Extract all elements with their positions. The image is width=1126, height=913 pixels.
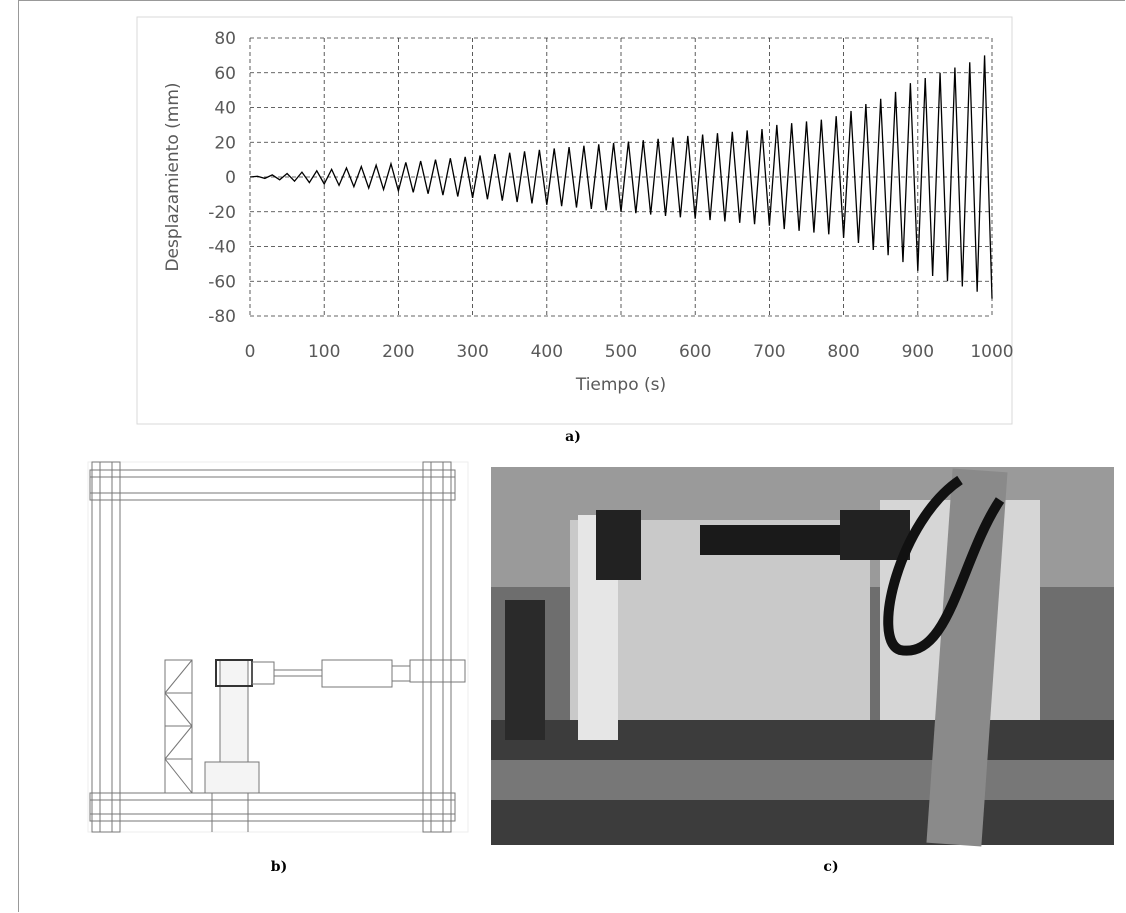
x-tick-label: 200	[382, 342, 414, 362]
x-tick-label: 600	[679, 342, 711, 362]
x-tick-label: 1000	[970, 342, 1013, 362]
y-tick-label: 60	[214, 64, 236, 84]
y-tick-label: -80	[208, 307, 236, 327]
y-tick-label: -20	[208, 203, 236, 223]
x-tick-label: 300	[456, 342, 488, 362]
y-tick-label: 40	[214, 99, 236, 119]
y-tick-label: 0	[225, 168, 236, 188]
data-line	[249, 55, 993, 299]
y-axis-label: Desplazamiento (mm)	[163, 82, 183, 271]
x-axis-label: Tiempo (s)	[575, 375, 666, 395]
y-tick-label: -40	[208, 238, 236, 258]
x-tick-label: 400	[531, 342, 563, 362]
x-tick-label: 900	[902, 342, 934, 362]
panel-label: b)	[271, 859, 287, 875]
x-tick-label: 800	[827, 342, 859, 362]
y-tick-label: -60	[208, 272, 236, 292]
y-tick-label: 20	[214, 133, 236, 153]
x-tick-label: 500	[605, 342, 637, 362]
chart-area	[136, 16, 1013, 425]
x-tick-label: 700	[753, 342, 785, 362]
figure-frame	[18, 0, 1125, 912]
x-tick-label: 0	[245, 342, 256, 362]
panel-label: c)	[823, 859, 838, 875]
test-setup-photo	[491, 467, 1114, 847]
test-setup-drawing	[87, 461, 469, 833]
panel-label: a)	[565, 429, 581, 445]
x-tick-label: 100	[308, 342, 340, 362]
y-tick-label: 80	[214, 29, 236, 49]
